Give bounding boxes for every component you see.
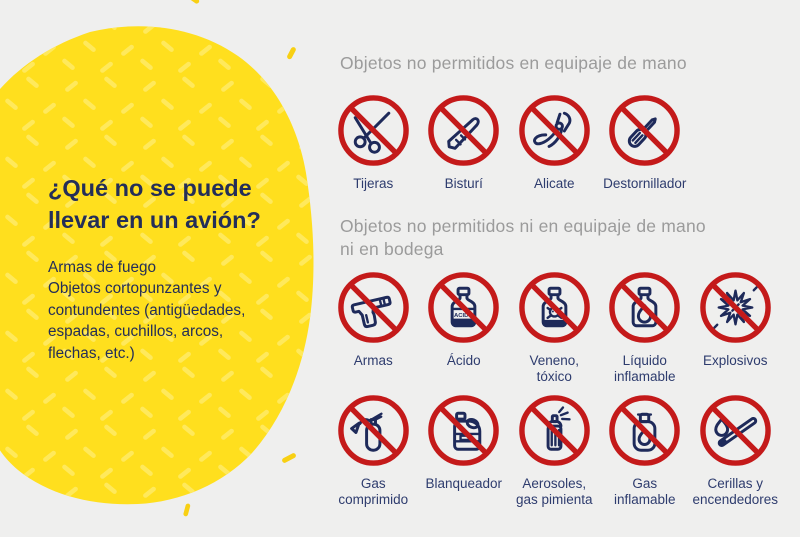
no-entry-sign <box>517 93 592 168</box>
aerosol-can-icon <box>518 395 590 466</box>
item-label: Bisturí <box>444 176 483 191</box>
match-flame-icon <box>699 395 771 466</box>
prohibited-item: Armas <box>328 270 419 385</box>
prohibition-circle-icon <box>428 272 500 343</box>
prohibited-item: Explosivos <box>690 270 781 385</box>
prohibition-circle-icon <box>609 272 681 343</box>
prohibited-items-row-3: Gas comprimido Blanqueador Aerosoles, gas … <box>328 393 781 508</box>
prohibition-circle-icon <box>428 395 500 466</box>
prohibited-items-row-2: Armas ACIDO Ácido Veneno, tóxico Líquido inf… <box>328 270 781 385</box>
decor-dash <box>287 47 296 60</box>
prohibition-circle-icon <box>699 272 771 343</box>
prohibited-items-row-1: Tijeras Bisturí Alicate Destornillador <box>328 93 690 192</box>
restricted-items-description: Armas de fuego Objetos cortopunzantes y … <box>48 259 246 362</box>
decor-dash <box>186 0 200 4</box>
prohibition-circle-icon <box>428 95 500 166</box>
left-panel: ¿Qué no se puede llevar en un avión? Arm… <box>0 0 330 537</box>
prohibited-item: Bisturí <box>419 93 510 192</box>
no-entry-sign <box>426 393 501 468</box>
no-entry-sign <box>607 393 682 468</box>
prohibition-circle-icon <box>337 395 409 466</box>
no-entry-sign: ACIDO <box>426 270 501 345</box>
scissors-icon <box>337 95 409 166</box>
item-label: Líquido inflamable <box>613 353 676 384</box>
no-entry-sign <box>698 270 773 345</box>
no-entry-sign <box>607 270 682 345</box>
prohibited-item: Aerosoles, gas pimienta <box>509 393 600 508</box>
item-label: Ácido <box>446 353 481 368</box>
yellow-blob <box>0 26 314 505</box>
scalpel-icon <box>428 95 500 166</box>
section-heading-hand-luggage: Objetos no permitidos en equipaje de man… <box>340 53 687 73</box>
prohibition-circle-icon <box>518 95 590 166</box>
no-entry-sign <box>517 393 592 468</box>
pliers-icon <box>518 95 590 166</box>
prohibited-item: Tijeras <box>328 93 419 192</box>
svg-text:ACIDO: ACIDO <box>454 313 473 319</box>
item-label: Aerosoles, gas pimienta <box>515 476 593 507</box>
decor-dash <box>183 503 191 517</box>
prohibition-circle-icon <box>337 272 409 343</box>
no-entry-sign <box>336 393 411 468</box>
item-label: Gas comprimido <box>338 476 409 507</box>
item-label: Veneno, tóxico <box>529 353 580 384</box>
prohibition-circle-icon <box>699 395 771 466</box>
item-label: Gas inflamable <box>613 476 676 507</box>
prohibited-item: Blanqueador <box>419 393 510 508</box>
explosion-icon <box>699 272 771 343</box>
item-label: Explosivos <box>702 353 768 368</box>
flammable-liquid-icon <box>609 272 681 343</box>
no-entry-sign <box>517 270 592 345</box>
prohibition-circle-icon <box>518 395 590 466</box>
prohibited-item: Gas comprimido <box>328 393 419 508</box>
gas-cylinder-icon <box>609 395 681 466</box>
page-title: ¿Qué no se puede llevar en un avión? <box>48 175 261 234</box>
prohibited-item: Veneno, tóxico <box>509 270 600 385</box>
item-label: Cerillas y encendedores <box>692 476 779 507</box>
acid-bottle-icon: ACIDO <box>428 272 500 343</box>
decor-dash <box>282 453 296 463</box>
no-entry-sign <box>607 93 682 168</box>
fire-extinguisher-icon <box>337 395 409 466</box>
item-label: Tijeras <box>353 176 394 191</box>
prohibition-circle-icon <box>609 395 681 466</box>
no-entry-sign <box>426 93 501 168</box>
prohibited-item: Alicate <box>509 93 600 192</box>
item-label: Blanqueador <box>425 476 503 491</box>
prohibited-item: Destornillador <box>600 93 691 192</box>
item-label: Alicate <box>533 176 575 191</box>
bleach-jug-icon <box>428 395 500 466</box>
prohibition-circle-icon <box>609 95 681 166</box>
no-entry-sign <box>336 93 411 168</box>
section-heading-hand-and-hold: Objetos no permitidos ni en equipaje de … <box>340 216 706 260</box>
no-entry-sign <box>336 270 411 345</box>
prohibited-item: ACIDO Ácido <box>419 270 510 385</box>
poison-bottle-icon <box>518 272 590 343</box>
screwdriver-icon <box>609 95 681 166</box>
item-label: Destornillador <box>603 176 687 191</box>
no-entry-sign <box>698 393 773 468</box>
prohibited-item: Cerillas y encendedores <box>690 393 781 508</box>
prohibited-item: Líquido inflamable <box>600 270 691 385</box>
item-label: Armas <box>353 353 393 368</box>
prohibition-circle-icon <box>337 95 409 166</box>
handgun-icon <box>337 272 409 343</box>
prohibited-item: Gas inflamable <box>600 393 691 508</box>
prohibition-circle-icon <box>518 272 590 343</box>
